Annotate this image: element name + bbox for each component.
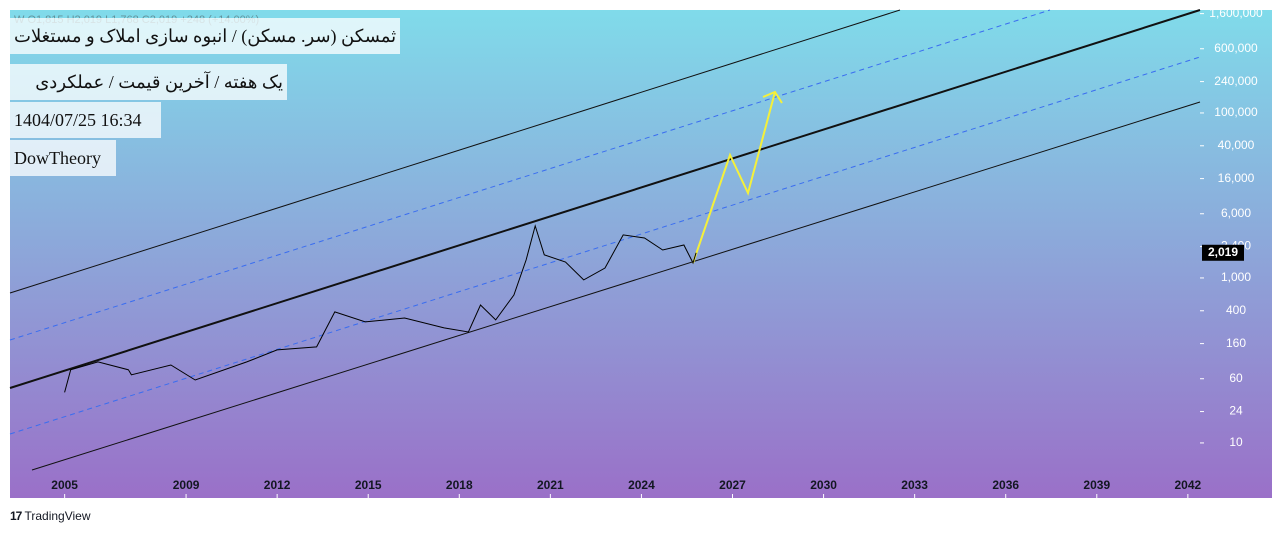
brand: 17 TradingView — [10, 509, 91, 523]
y-tick-label: 6,000 — [1221, 206, 1251, 220]
x-tick-label: 2015 — [355, 478, 382, 492]
channel — [9, 9, 1201, 471]
tick-layer: 1024601604001,0002,4006,00016,00040,0001… — [51, 6, 1263, 498]
last-price-label: 2,019 — [1208, 245, 1238, 259]
y-tick-label: 24 — [1229, 404, 1243, 418]
x-tick-label: 2005 — [51, 478, 78, 492]
channel-line — [9, 9, 1201, 389]
channel-mid-line — [9, 56, 1201, 435]
x-tick-label: 2018 — [446, 478, 473, 492]
y-tick-label: 1,000 — [1221, 270, 1251, 284]
channel-line — [9, 9, 901, 294]
channel-mid-line — [9, 9, 1051, 341]
datetime: 1404/07/25 16:34 — [10, 102, 161, 138]
y-tick-label: 400 — [1226, 303, 1246, 317]
brand-name: TradingView — [24, 509, 91, 523]
y-tick-label: 100,000 — [1214, 105, 1258, 119]
arrow-head — [762, 90, 783, 104]
x-tick-label: 2024 — [628, 478, 655, 492]
x-tick-label: 2039 — [1083, 478, 1110, 492]
price-line — [64, 224, 697, 393]
author: DowTheory — [10, 140, 116, 176]
x-tick-label: 2030 — [810, 478, 837, 492]
x-tick-label: 2012 — [264, 478, 291, 492]
projection-arrow — [692, 91, 776, 264]
x-tick-label: 2027 — [719, 478, 746, 492]
x-tick-label: 2021 — [537, 478, 564, 492]
last-price-box — [1202, 244, 1244, 261]
y-tick-label: 10 — [1229, 435, 1243, 449]
subtitle: یک هفته / آخرین قیمت / عملکردی — [10, 64, 287, 100]
y-tick-label: 240,000 — [1214, 74, 1258, 88]
channel-line — [31, 101, 1201, 471]
title: ثمسکن (سر. مسکن) / انبوه سازی املاک و مس… — [10, 18, 401, 54]
y-tick-label: 60 — [1229, 371, 1243, 385]
x-tick-label: 2009 — [173, 478, 200, 492]
y-tick-label: 16,000 — [1218, 171, 1255, 185]
x-tick-label: 2036 — [992, 478, 1019, 492]
y-tick-label: 160 — [1226, 336, 1246, 350]
y-tick-label: 1,600,000 — [1209, 6, 1263, 20]
y-tick-label: 40,000 — [1218, 138, 1255, 152]
x-tick-label: 2042 — [1175, 478, 1202, 492]
x-tick-label: 2033 — [901, 478, 928, 492]
y-tick-label: 600,000 — [1214, 41, 1258, 55]
